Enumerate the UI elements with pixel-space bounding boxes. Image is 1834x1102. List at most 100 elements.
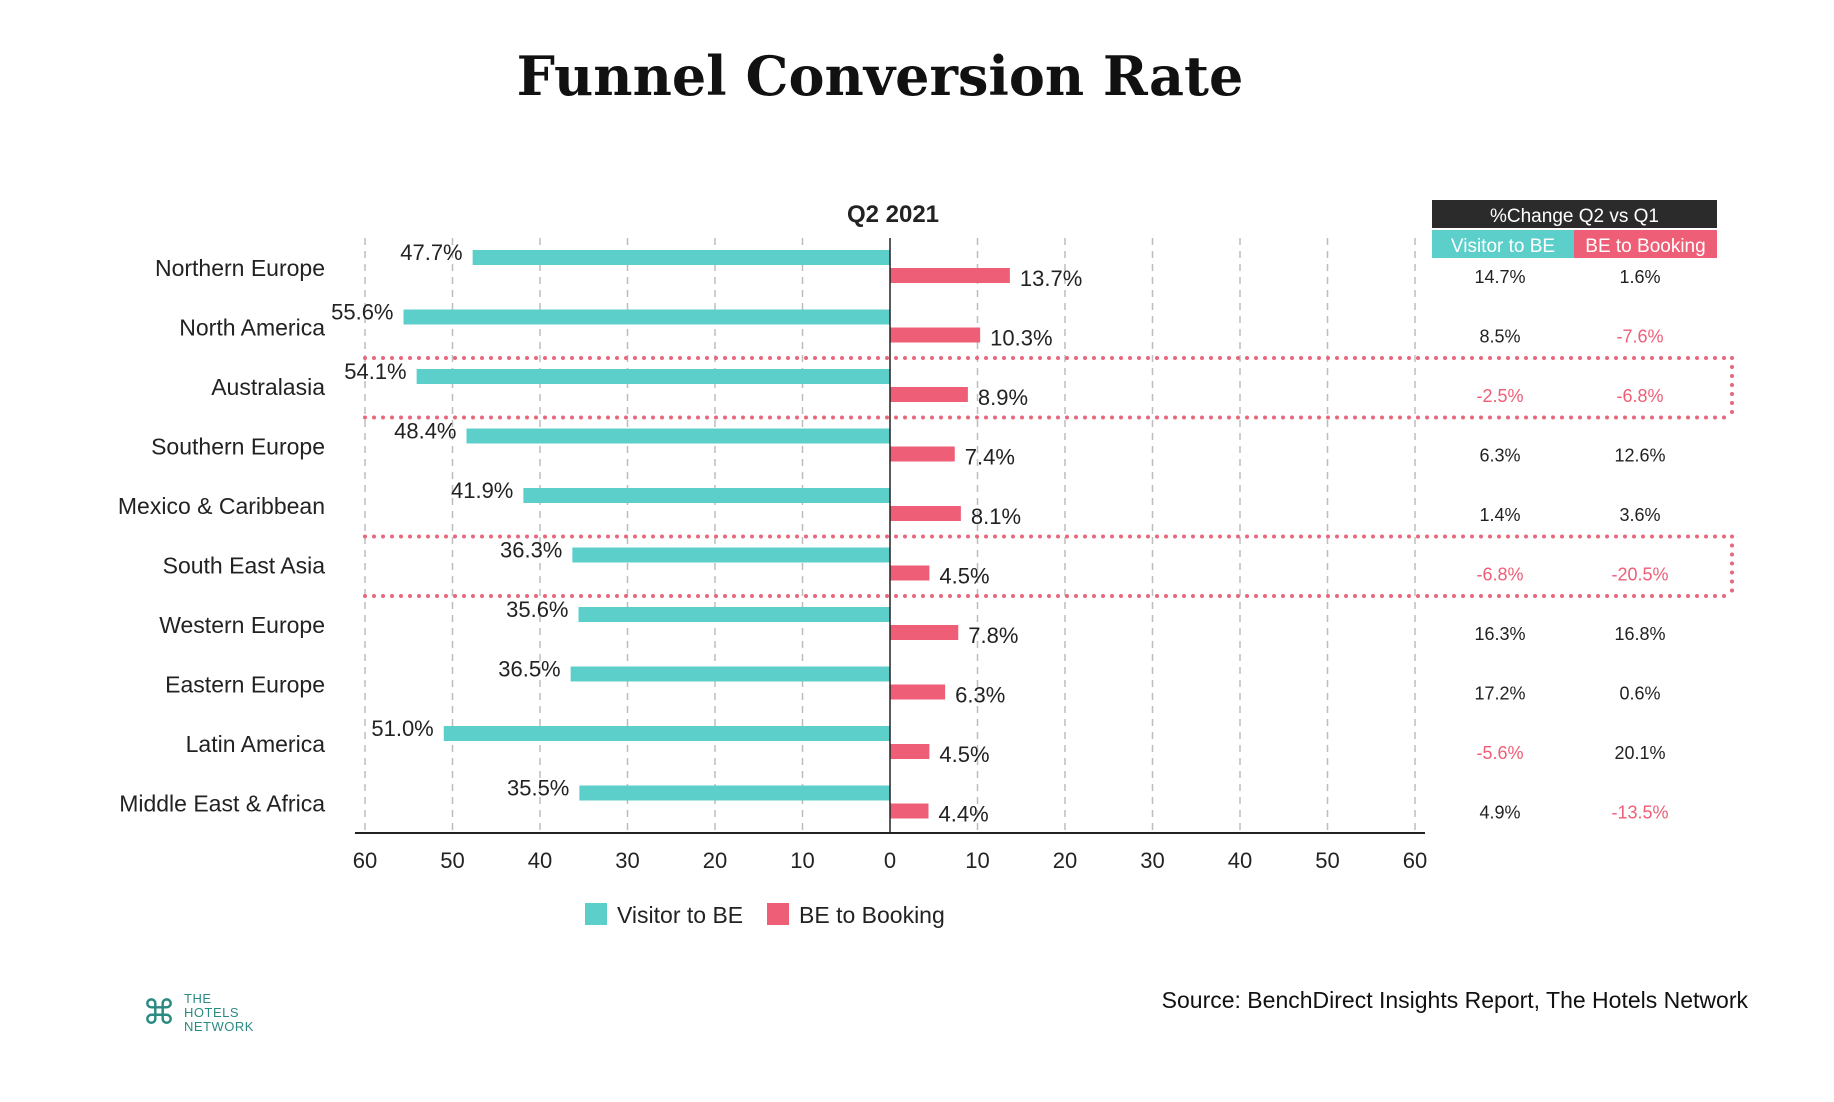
bar-visitor-to-be: [466, 428, 890, 444]
category-label: South East Asia: [163, 553, 326, 579]
table-cell: 6.3%: [1479, 446, 1520, 466]
x-tick-label: 30: [1140, 848, 1164, 873]
table-cell: 1.4%: [1479, 505, 1520, 525]
category-label: Middle East & Africa: [119, 791, 325, 817]
data-label-visitor: 36.5%: [498, 657, 560, 682]
x-tick-label: 40: [1228, 848, 1252, 873]
category-label: Latin America: [186, 731, 326, 757]
bar-be-to-booking: [890, 506, 961, 521]
table-col-header-booking: BE to Booking: [1585, 236, 1705, 257]
table-cell: 20.1%: [1614, 743, 1665, 763]
data-label-booking: 7.4%: [965, 445, 1015, 470]
table-cell: 3.6%: [1619, 505, 1660, 525]
x-tick-label: 20: [703, 848, 727, 873]
table-cell: -7.6%: [1616, 327, 1663, 347]
bar-visitor-to-be: [523, 488, 890, 503]
data-label-visitor: 41.9%: [451, 478, 513, 503]
legend-label-booking: BE to Booking: [799, 902, 945, 928]
bar-be-to-booking: [890, 446, 955, 462]
highlight-boxes: [363, 356, 1734, 598]
table-cell: 8.5%: [1479, 327, 1520, 347]
bar-be-to-booking: [890, 565, 930, 581]
logo-line-3: NETWORK: [184, 1019, 254, 1034]
bar-be-to-booking: [890, 327, 981, 343]
table-cell: -13.5%: [1611, 803, 1668, 823]
table-cell: 16.8%: [1614, 624, 1665, 644]
data-label-booking: 4.5%: [939, 742, 989, 767]
x-tick-label: 10: [965, 848, 989, 873]
bar-visitor-to-be: [416, 369, 890, 384]
x-tick-label: 60: [1403, 848, 1427, 873]
table-title: %Change Q2 vs Q1: [1490, 206, 1659, 227]
bar-be-to-booking: [890, 387, 968, 402]
change-table: %Change Q2 vs Q1 Visitor to BE BE to Booki…: [1432, 200, 1717, 823]
bar-visitor-to-be: [403, 309, 890, 325]
chart-bars: [403, 250, 1010, 819]
x-axis: 60 50 40 30 20 10 0 10 20 30 40 50 60: [353, 238, 1427, 873]
table-cell: -6.8%: [1616, 386, 1663, 406]
table-header-bg: [1432, 200, 1717, 228]
category-label: North America: [179, 315, 325, 341]
data-label-visitor: 35.6%: [506, 597, 568, 622]
table-cell: 17.2%: [1474, 684, 1525, 704]
table-col-header-booking-bg: [1574, 230, 1717, 258]
table-cell: -20.5%: [1611, 565, 1668, 585]
category-label: Northern Europe: [155, 255, 325, 281]
logo-line-1: THE: [184, 991, 212, 1006]
data-label-booking: 8.9%: [978, 385, 1028, 410]
data-label-booking: 4.4%: [939, 802, 989, 827]
category-label: Western Europe: [159, 612, 325, 638]
logo-line-2: HOTELS: [184, 1005, 240, 1020]
data-label-booking: 6.3%: [955, 683, 1005, 708]
x-tick-label: 60: [353, 848, 377, 873]
table-col-header-visitor: Visitor to BE: [1451, 236, 1555, 257]
logo: ⌘ THE HOTELS NETWORK: [142, 992, 254, 1034]
table-cell: -2.5%: [1476, 386, 1523, 406]
legend-swatch-booking: [767, 903, 789, 925]
legend-label-visitor: Visitor to BE: [617, 902, 743, 928]
data-label-visitor: 35.5%: [507, 776, 569, 801]
data-label-visitor: 47.7%: [400, 240, 462, 265]
table-cell: 4.9%: [1479, 803, 1520, 823]
bar-visitor-to-be: [472, 250, 890, 265]
source-note: Source: BenchDirect Insights Report, The…: [1161, 987, 1748, 1013]
table-cell: 1.6%: [1619, 267, 1660, 287]
bar-be-to-booking: [890, 268, 1010, 283]
bar-visitor-to-be: [443, 726, 890, 741]
data-label-booking: 8.1%: [971, 504, 1021, 529]
category-label: Southern Europe: [151, 434, 325, 460]
data-label-booking: 13.7%: [1020, 266, 1082, 291]
x-tick-label: 40: [528, 848, 552, 873]
table-cell: 14.7%: [1474, 267, 1525, 287]
table-col-header-visitor-bg: [1432, 230, 1574, 258]
bar-visitor-to-be: [579, 785, 890, 801]
data-label-visitor: 36.3%: [500, 538, 562, 563]
table-cell: 0.6%: [1619, 684, 1660, 704]
x-tick-label: 10: [790, 848, 814, 873]
x-tick-label: 50: [1315, 848, 1339, 873]
x-tick-label: 50: [440, 848, 464, 873]
x-tick-label: 30: [615, 848, 639, 873]
data-label-visitor: 54.1%: [344, 359, 406, 384]
data-label-booking: 7.8%: [968, 623, 1018, 648]
bar-visitor-to-be: [578, 607, 890, 622]
bar-be-to-booking: [890, 625, 959, 640]
data-label-visitor: 48.4%: [394, 419, 456, 444]
table-cell: -6.8%: [1476, 565, 1523, 585]
chart-labels: Q2 2021 Northern Europe 47.7% 13.7% North Am…: [118, 201, 1082, 827]
x-tick-label: 20: [1053, 848, 1077, 873]
category-label: Australasia: [211, 374, 325, 400]
page-title: Funnel Conversion Rate: [516, 44, 1244, 108]
logo-text: THE HOTELS NETWORK: [184, 992, 254, 1034]
table-cell: 16.3%: [1474, 624, 1525, 644]
data-label-booking: 10.3%: [990, 326, 1052, 351]
data-label-visitor: 51.0%: [371, 716, 433, 741]
bar-visitor-to-be: [572, 547, 890, 563]
data-label-booking: 4.5%: [939, 564, 989, 589]
category-label: Mexico & Caribbean: [118, 493, 325, 519]
table-cell: -5.6%: [1476, 743, 1523, 763]
bar-visitor-to-be: [570, 666, 890, 682]
bar-be-to-booking: [890, 684, 946, 700]
chart-subtitle: Q2 2021: [847, 201, 939, 228]
